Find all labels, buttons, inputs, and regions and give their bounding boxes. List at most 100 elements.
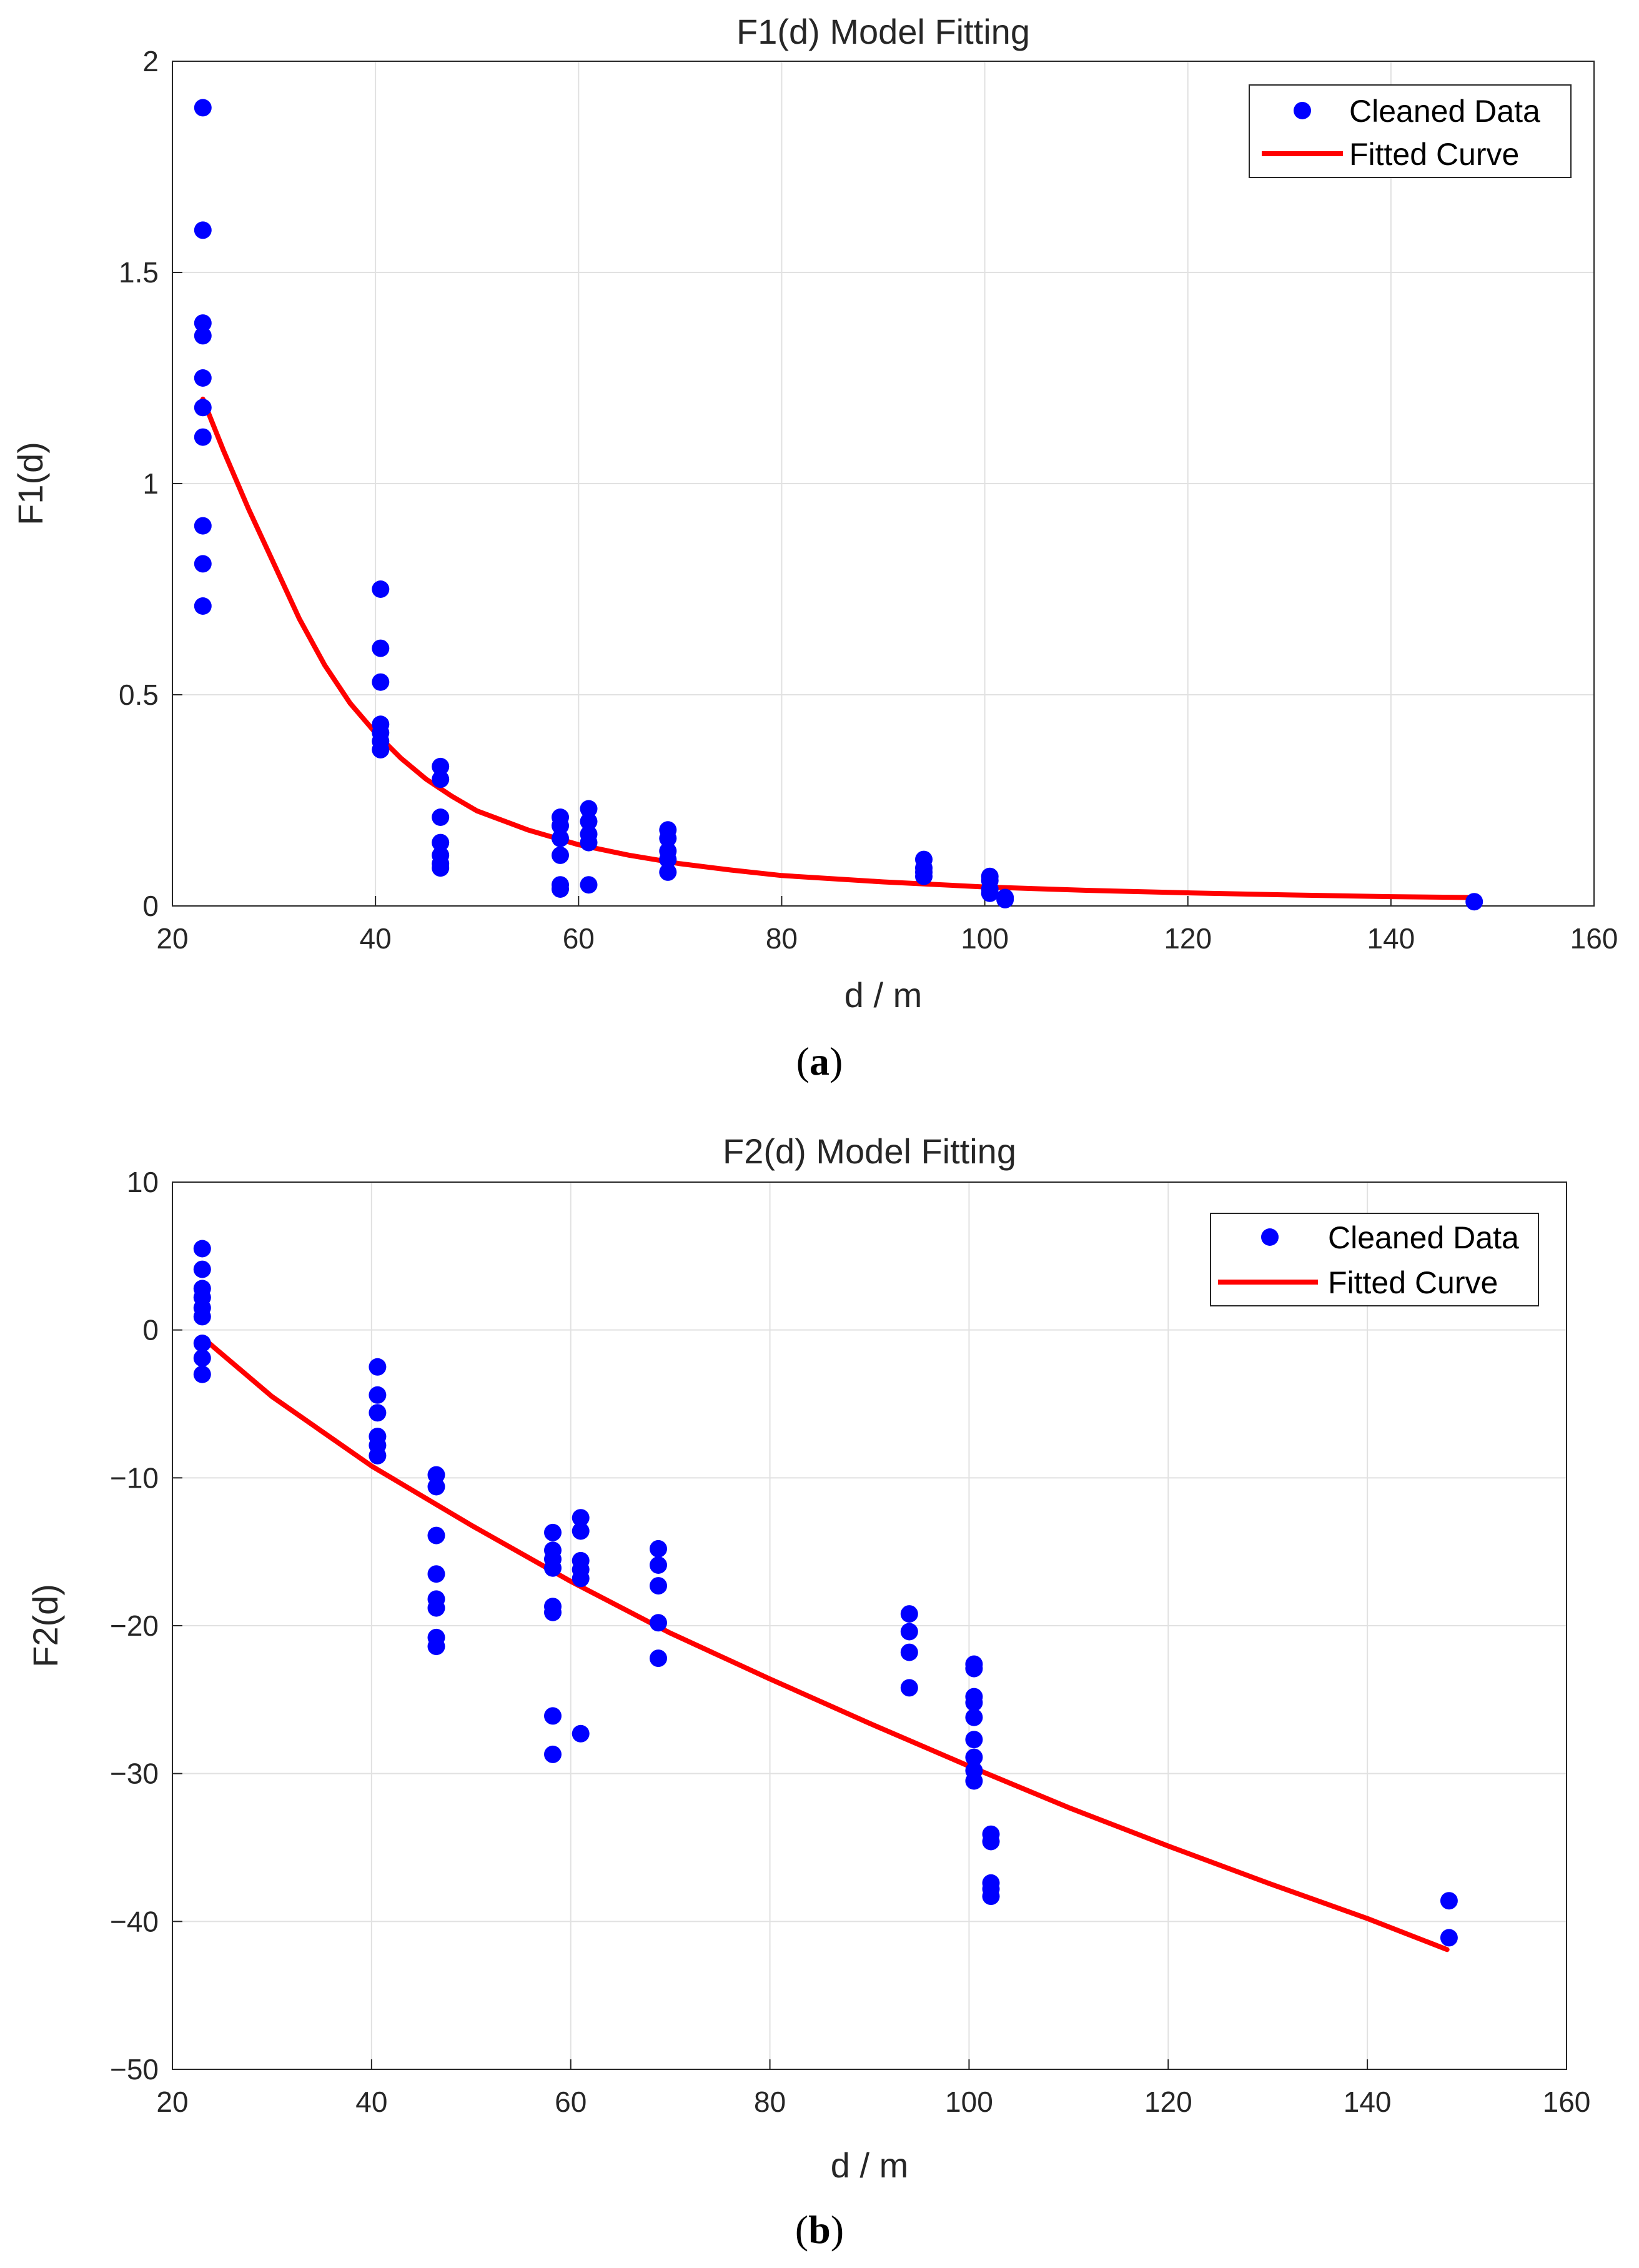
legend-label-fitted-curve-b: Fitted Curve bbox=[1328, 1265, 1498, 1300]
data-point-b bbox=[900, 1643, 918, 1661]
data-point-b bbox=[193, 1260, 211, 1278]
data-point-b bbox=[544, 1603, 562, 1621]
x-tick-label-b: 120 bbox=[1144, 2086, 1192, 2118]
data-point-a bbox=[659, 850, 677, 868]
x-tick-label-a: 140 bbox=[1367, 922, 1415, 955]
data-point-a bbox=[659, 829, 677, 847]
data-point-a bbox=[194, 327, 212, 345]
data-point-b bbox=[965, 1694, 983, 1712]
legend-label-cleaned-data-a: Cleaned Data bbox=[1349, 94, 1540, 129]
data-point-b bbox=[965, 1659, 983, 1678]
caption-a-open: ( bbox=[796, 1039, 810, 1083]
data-point-a bbox=[372, 673, 390, 691]
ticks-b: 20 40 60 80 100 120 140 160 −50 −40 −30 −20 −10 0 10 bbox=[110, 1166, 1590, 2118]
data-point-a bbox=[915, 867, 933, 885]
data-point-b bbox=[369, 1358, 387, 1376]
data-point-a bbox=[552, 846, 569, 864]
legend-box-b bbox=[1210, 1213, 1539, 1306]
y-axis-title-b: F2(d) bbox=[26, 1584, 65, 1668]
panel-a: 20 40 60 80 100 120 140 160 0 0.5 1 1.5 2 F1(d) Mode… bbox=[11, 12, 1618, 1083]
data-point-b bbox=[369, 1386, 387, 1404]
y-tick-label-b: 0 bbox=[142, 1314, 159, 1346]
caption-b-open: ( bbox=[795, 2207, 808, 2252]
data-point-a bbox=[194, 517, 212, 535]
legend-label-fitted-curve-a: Fitted Curve bbox=[1349, 137, 1519, 172]
data-point-a bbox=[552, 829, 569, 847]
data-point-b bbox=[369, 1404, 387, 1422]
x-tick-label-b: 20 bbox=[156, 2086, 188, 2118]
y-tick-label-b: −40 bbox=[110, 1905, 159, 1937]
legend-b: Cleaned Data Fitted Curve bbox=[1210, 1213, 1539, 1306]
data-point-b bbox=[650, 1556, 667, 1574]
y-tick-label-b: 10 bbox=[127, 1166, 159, 1198]
data-point-a bbox=[580, 800, 598, 818]
data-point-a bbox=[432, 833, 450, 852]
data-point-a bbox=[432, 808, 450, 826]
data-point-b bbox=[427, 1526, 445, 1544]
panel-b: 20 40 60 80 100 120 140 160 −50 −40 −30 −20 −10 0 10 F… bbox=[26, 1132, 1590, 2252]
x-tick-label-a: 80 bbox=[766, 922, 798, 955]
y-tick-label-a: 0 bbox=[142, 890, 159, 922]
caption-b-letter: b bbox=[808, 2207, 831, 2252]
y-axis-title-a: F1(d) bbox=[11, 442, 50, 525]
x-tick-label-b: 140 bbox=[1344, 2086, 1392, 2118]
y-tick-label-b: −30 bbox=[110, 1758, 159, 1790]
data-point-b bbox=[544, 1523, 562, 1541]
fitted-curve-line-a bbox=[200, 396, 1475, 900]
data-point-a bbox=[194, 221, 212, 239]
data-points-b bbox=[193, 1240, 1458, 1947]
fitted-curve-line-b bbox=[199, 1335, 1450, 1952]
data-point-b bbox=[1440, 1892, 1458, 1910]
data-point-b bbox=[982, 1833, 1000, 1851]
data-point-a bbox=[580, 876, 598, 894]
data-point-b bbox=[193, 1349, 211, 1367]
chart-title-a: F1(d) Model Fitting bbox=[736, 12, 1030, 51]
legend-label-cleaned-data-b: Cleaned Data bbox=[1328, 1220, 1519, 1255]
data-point-b bbox=[572, 1509, 590, 1527]
x-tick-label-b: 160 bbox=[1543, 2086, 1591, 2118]
x-tick-label-a: 20 bbox=[156, 922, 188, 955]
x-tick-label-b: 100 bbox=[945, 2086, 993, 2118]
data-point-b bbox=[650, 1614, 667, 1632]
data-point-b bbox=[544, 1707, 562, 1725]
data-point-b bbox=[544, 1745, 562, 1763]
data-point-b bbox=[427, 1599, 445, 1617]
data-point-a bbox=[659, 863, 677, 881]
data-point-b bbox=[900, 1605, 918, 1623]
data-point-a bbox=[194, 555, 212, 573]
data-point-a bbox=[552, 880, 569, 898]
x-tick-label-a: 40 bbox=[360, 922, 392, 955]
x-tick-label-b: 80 bbox=[754, 2086, 786, 2118]
data-point-a bbox=[432, 770, 450, 788]
data-point-a bbox=[194, 99, 212, 117]
chart-title-b: F2(d) Model Fitting bbox=[723, 1132, 1016, 1171]
y-tick-label-a: 0.5 bbox=[119, 679, 159, 711]
x-tick-label-a: 160 bbox=[1570, 922, 1618, 955]
data-point-a bbox=[194, 369, 212, 387]
x-axis-title-a: d / m bbox=[844, 975, 922, 1015]
data-point-b bbox=[650, 1539, 667, 1558]
data-point-a bbox=[981, 884, 999, 902]
data-point-b bbox=[427, 1565, 445, 1583]
y-tick-label-b: −10 bbox=[110, 1461, 159, 1494]
data-point-b bbox=[427, 1638, 445, 1656]
data-point-b bbox=[900, 1679, 918, 1697]
fitted-curve-a bbox=[200, 396, 1475, 900]
x-tick-label-b: 40 bbox=[355, 2086, 387, 2118]
data-point-b bbox=[193, 1365, 211, 1383]
data-point-b bbox=[982, 1888, 1000, 1906]
data-point-a bbox=[372, 740, 390, 758]
data-point-b bbox=[193, 1240, 211, 1258]
data-point-a bbox=[432, 859, 450, 877]
data-point-a bbox=[552, 817, 569, 835]
y-tick-label-a: 1.5 bbox=[119, 256, 159, 289]
data-point-b bbox=[650, 1649, 667, 1668]
data-points-a bbox=[194, 99, 1483, 911]
data-point-b bbox=[900, 1623, 918, 1641]
x-tick-label-a: 100 bbox=[961, 922, 1009, 955]
legend-marker-cleaned-data-a bbox=[1294, 102, 1311, 119]
data-point-b bbox=[965, 1772, 983, 1790]
legend-a: Cleaned Data Fitted Curve bbox=[1249, 84, 1572, 178]
data-point-a bbox=[194, 428, 212, 446]
